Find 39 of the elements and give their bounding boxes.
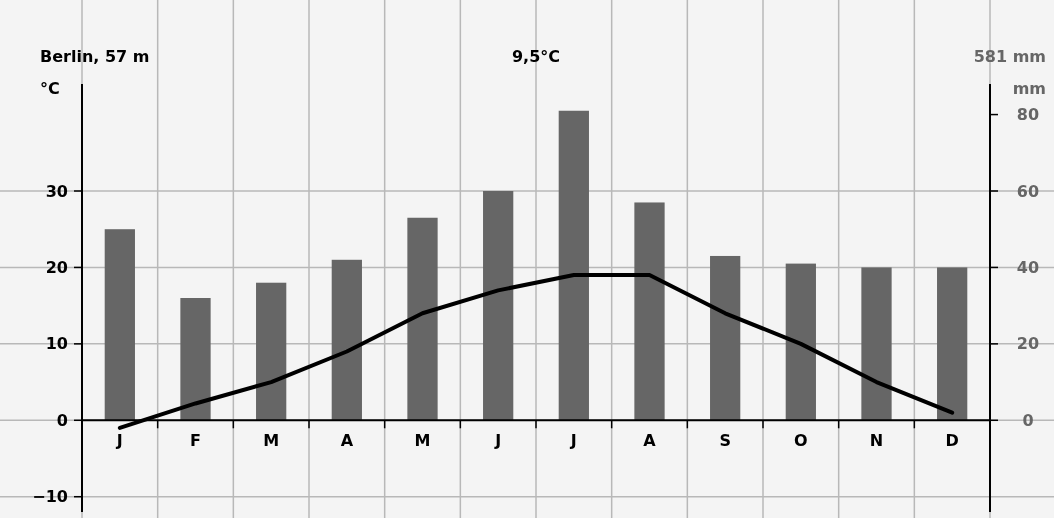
bar <box>785 263 816 421</box>
y2-axis-title: mm <box>1012 79 1046 98</box>
bar <box>634 202 665 421</box>
y-tick-label: 30 <box>45 181 68 201</box>
y2-tick-label: 0 <box>1022 410 1034 430</box>
y-tick-label: 0 <box>56 410 68 430</box>
x-tick-label: N <box>869 431 884 451</box>
x-tick-label: M <box>414 431 431 451</box>
y-tick-label: 20 <box>45 258 68 278</box>
bar <box>104 229 135 421</box>
bar <box>558 110 589 421</box>
bar <box>937 267 968 421</box>
bar <box>861 267 892 421</box>
x-tick-label: A <box>340 431 354 451</box>
x-tick-label: F <box>190 431 201 451</box>
y2-tick-label: 80 <box>1016 105 1040 125</box>
x-tick-label: D <box>945 431 959 451</box>
x-tick-label: O <box>794 431 808 451</box>
text: 581 mm <box>973 47 1046 66</box>
chart-title: Berlin, 57 m <box>40 47 150 66</box>
bar <box>256 282 287 421</box>
bar <box>331 259 362 421</box>
x-tick-label: S <box>719 431 731 451</box>
bar <box>710 255 741 421</box>
y-tick-label: −10 <box>32 487 68 507</box>
y-axis-title: °C <box>40 79 60 98</box>
bar <box>180 298 211 421</box>
x-tick-label: M <box>263 431 280 451</box>
y2-tick-label: 20 <box>1016 334 1040 354</box>
x-tick-label: J <box>115 431 123 451</box>
y-tick-label: 10 <box>45 334 68 354</box>
text: 9,5°C <box>511 47 561 66</box>
bar <box>407 217 438 421</box>
y2-tick-label: 40 <box>1016 258 1040 278</box>
bar <box>483 191 514 421</box>
x-tick-label: J <box>569 431 577 451</box>
x-tick-label: J <box>494 431 502 451</box>
x-tick-label: A <box>643 431 657 451</box>
y2-tick-label: 60 <box>1016 181 1040 201</box>
